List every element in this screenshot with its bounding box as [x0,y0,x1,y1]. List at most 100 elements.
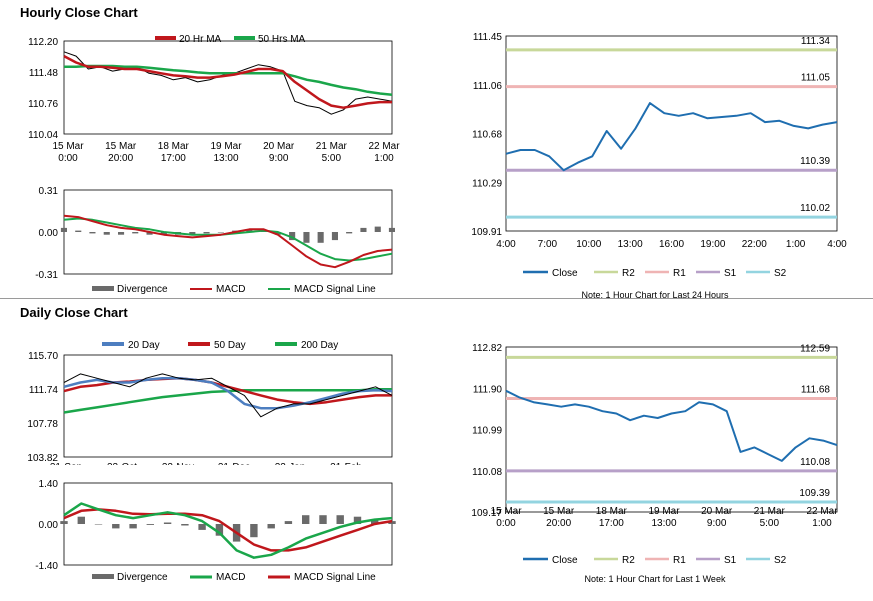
divergence-bar [189,232,196,235]
hourly-section-title: Hourly Close Chart [20,5,138,20]
divergence-bar [250,524,258,538]
x-tick-label: 19 Mar 13:00 [210,141,242,164]
divergence-bar [132,232,139,234]
x-tick-label: 15 Mar 0:00 [52,141,84,164]
legend-macd: MACD [216,284,245,295]
divergence-bar [215,524,224,536]
r2-level-label: 111.34 [801,36,831,47]
y-tick-label: 115.70 [28,351,58,362]
y-tick-label: 112.20 [28,37,58,48]
legend-divergence: Divergence [117,284,168,295]
divergence-bar [146,232,153,235]
y-tick-label: -0.31 [35,270,58,281]
x-tick-label: 22 Mar 1:00 [806,506,838,529]
s1-level-label: 110.39 [800,156,830,167]
divergence-bar [94,524,103,525]
daily-macd-chart: 1.40 0.00 -1.40 Divergence MACD MACD Signa… [35,479,396,583]
x-tick-label: 4:00 [827,239,847,250]
x-tick-label: 22:00 [742,239,767,250]
daily-note: Note: 1 Hour Chart for Last 1 Week [584,574,726,584]
divergence-bar [267,524,275,529]
y-tick-label: 111.48 [29,68,59,79]
signal-line [63,217,393,262]
legend-divergence: Divergence [117,572,168,583]
ma20-line [63,376,393,410]
hourly-price-chart: 20 Hr MA 50 Hrs MA 112.20 111.48 110.76 110… [28,34,393,141]
daily-macd-legend: Divergence MACD MACD Signal Line [92,572,376,583]
legend-s2: S2 [774,268,787,278]
s1-level-label: 110.08 [800,457,830,468]
divergence-bar [388,227,395,232]
r2-level-label: 112.59 [800,343,830,354]
hourly-pivot-chart: 111.45 111.06 110.68 110.29 109.91 111.34 111… [471,32,847,278]
x-tick-label: 20 Mar 9:00 [701,506,733,529]
x-tick-label: 22-Jan [275,462,306,465]
legend-signal: MACD Signal Line [294,572,376,583]
y-tick-label: 0.31 [39,186,59,197]
x-tick-label: 21-Dec [218,462,250,465]
legend-r1: R1 [673,268,686,278]
divergence-bar [317,232,324,243]
ma50-line [64,64,393,97]
y-tick-label: 111.74 [29,385,59,396]
divergence-bar [217,232,224,233]
s2-level-label: 110.02 [800,203,830,214]
divergence-bar [336,515,344,524]
hourly-macd-legend: Divergence MACD MACD Signal Line [92,284,376,295]
legend-close: Close [552,555,578,566]
legend-50hrs-ma: 50 Hrs MA [258,34,306,45]
x-tick-label: 15 Mar 20:00 [105,141,137,164]
divergence-bar [89,232,96,234]
legend-macd: MACD [216,572,245,583]
section-divider [0,298,873,299]
legend-r2: R2 [622,268,635,278]
x-tick-label: 19:00 [700,239,725,250]
x-tick-label: 18 Mar 17:00 [595,506,627,529]
x-tick-label: 21 Mar 5:00 [753,506,785,529]
legend-20hr-ma: 20 Hr MA [179,34,222,45]
y-tick-label: 103.82 [27,453,58,464]
divergence-bar [360,227,367,232]
x-tick-label: 22-Nov [162,462,194,465]
divergence-bar [146,524,154,525]
x-tick-label: 10:00 [576,239,601,250]
macd-line [63,214,393,269]
x-tick-label: 21-Feb [330,462,362,465]
divergence-bar [274,232,281,235]
ma20-line [63,54,392,109]
y-tick-label: 110.76 [28,99,58,110]
hourly-note: Note: 1 Hour Chart for Last 24 Hours [581,290,729,300]
legend-signal: MACD Signal Line [294,284,376,295]
legend-200-day: 200 Day [301,340,338,351]
y-tick-label: 110.04 [28,130,58,141]
x-tick-label: 15 Mar 20:00 [543,506,575,529]
y-tick-label: 111.06 [473,81,503,92]
divergence-bar [75,230,82,232]
x-tick-label: 18 Mar 17:00 [157,141,189,164]
x-tick-label: 1:00 [786,239,806,250]
divergence-bar [203,232,210,234]
x-tick-label: 16:00 [659,239,684,250]
divergence-bar [118,232,125,235]
signal-line [63,508,393,552]
macd-line [63,502,393,559]
divergence-bar [163,522,172,524]
price-line [63,51,393,115]
legend-50-day: 50 Day [214,340,246,351]
divergence-bar [103,232,110,235]
x-tick-label: 15 Mar 0:00 [490,506,522,529]
divergence-bar [331,232,338,241]
legend-s1: S1 [724,268,737,278]
hourly-price-x-axis: 15 Mar 0:00 15 Mar 20:00 18 Mar 17:00 19 Ma… [0,141,420,169]
y-tick-label: 112.82 [472,343,502,354]
x-tick-label: 13:00 [618,239,643,250]
legend-r2: R2 [622,555,635,566]
legend-20-day: 20 Day [128,340,160,351]
daily-pivot-legend: Close R2 R1 S1 S2 [523,555,787,566]
y-tick-label: 109.17 [471,508,502,519]
daily-pivot-chart: 112.82 111.90 110.99 110.08 109.17 112.59 111… [471,343,838,566]
y-tick-label: -1.40 [35,561,58,572]
divergence-bar [374,226,381,232]
legend-r1: R1 [673,555,686,566]
divergence-bar [371,519,379,524]
